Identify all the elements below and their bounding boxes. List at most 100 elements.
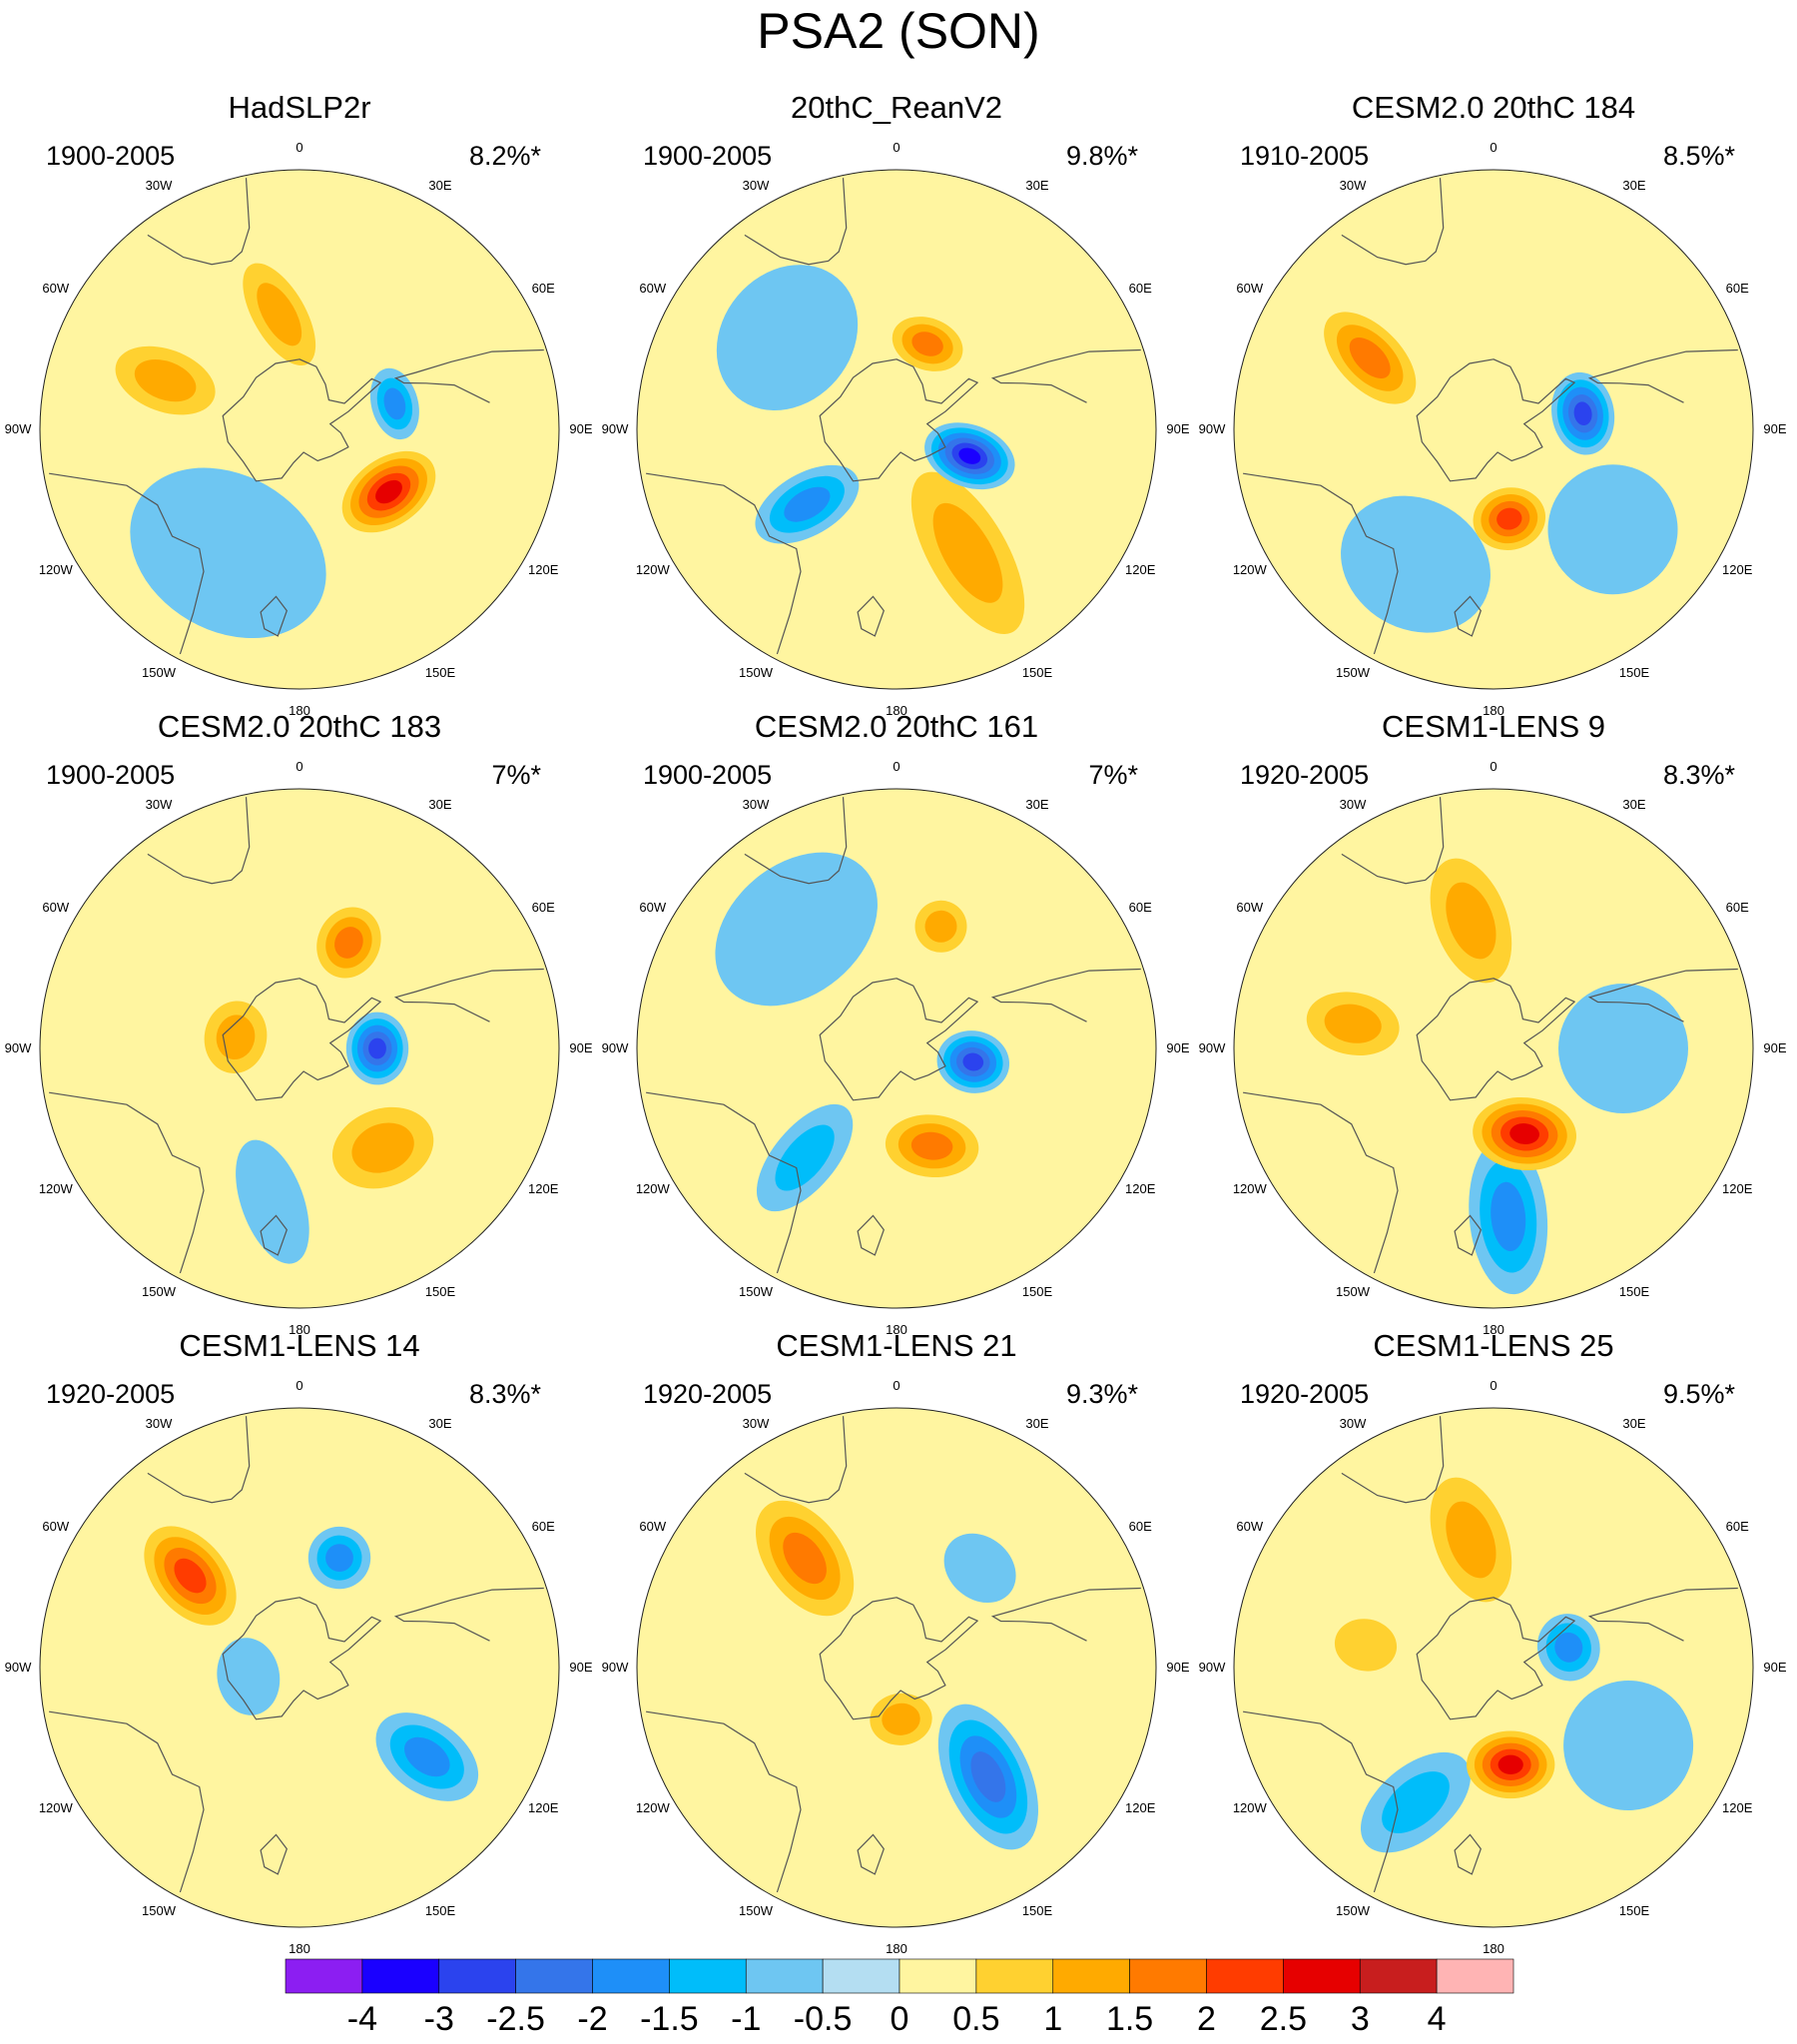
longitude-label: 150W (739, 1903, 773, 1919)
polar-map (636, 1407, 1157, 1928)
colorbar-label: -1 (731, 2000, 762, 2038)
map-boundary (39, 788, 560, 1309)
australia-coastline (646, 472, 802, 655)
field-background (637, 789, 1156, 1308)
south-america-coastline (990, 348, 1141, 403)
colorbar-swatch (285, 1958, 363, 1994)
colorbar-label: -4 (346, 2000, 377, 2038)
antarctica-coastline (1416, 978, 1576, 1101)
map-boundary (39, 169, 560, 690)
panel-variance-pct: 9.3%* (1065, 1379, 1138, 1409)
map-boundary (1233, 788, 1754, 1309)
longitude-label: 60W (639, 1519, 667, 1534)
polar-map (39, 169, 560, 690)
longitude-label: 120W (635, 1800, 670, 1815)
longitude-label: 90E (1763, 1040, 1787, 1055)
africa-coastline (147, 1416, 251, 1504)
longitude-label: 0 (1490, 759, 1498, 774)
longitude-label: 60W (639, 281, 667, 296)
anomaly-contour (1554, 1632, 1583, 1663)
field-background (637, 170, 1156, 689)
new-zealand-coastline (260, 1833, 288, 1875)
antarctica-coastline (1416, 358, 1576, 482)
longitude-label: 120W (1232, 1800, 1267, 1815)
longitude-label: 90W (1198, 1040, 1226, 1055)
longitude-label: 180 (289, 1941, 310, 1956)
field-background (637, 1408, 1156, 1927)
panel-title: CESM2.0 20thC 183 (157, 709, 442, 744)
new-zealand-coastline (857, 595, 885, 637)
longitude-label: 120W (38, 562, 73, 577)
longitude-label: 30W (742, 796, 770, 812)
panel-variance-pct: 8.5%* (1662, 141, 1735, 171)
africa-coastline (1341, 178, 1445, 266)
colorbar-label: 0.5 (952, 2000, 1000, 2038)
south-america-coastline (1587, 348, 1738, 403)
longitude-label: 180 (886, 1941, 907, 1956)
africa-coastline (1341, 1416, 1445, 1504)
antarctica-coastline (222, 1597, 382, 1720)
longitude-label: 150E (424, 665, 456, 681)
longitude-label: 90E (1763, 1660, 1787, 1675)
colorbar-swatch (669, 1958, 747, 1994)
field-background (1234, 170, 1753, 689)
anomaly-contour (716, 265, 859, 411)
longitude-label: 90W (601, 421, 629, 436)
map-boundary (1233, 1407, 1754, 1928)
longitude-label: 90W (601, 1660, 629, 1675)
longitude-label: 90E (1166, 421, 1190, 436)
polar-map (39, 1407, 560, 1928)
longitude-label: 90W (1198, 421, 1226, 436)
anomaly-contour (775, 1124, 835, 1191)
longitude-label: 150W (739, 665, 773, 681)
longitude-label: 60E (1128, 281, 1152, 296)
longitude-label: 0 (1490, 140, 1498, 155)
anomaly-field (637, 789, 1156, 1308)
panel-variance-pct: 7%* (491, 760, 541, 790)
new-zealand-coastline (857, 1214, 885, 1256)
longitude-label: 30W (1339, 796, 1367, 812)
panel-period: 1920-2005 (46, 1379, 176, 1409)
panel-variance-pct: 9.5%* (1662, 1379, 1735, 1409)
longitude-label: 120W (38, 1181, 73, 1196)
anomaly-contour (1563, 1681, 1694, 1810)
map-panel: 20thC_ReanV2 1900-2005 9.8%* 0 30E 60E 90E 120E… (597, 90, 1196, 718)
anomaly-contour (351, 1122, 414, 1173)
panel-title: CESM2.0 20thC 161 (754, 709, 1039, 744)
longitude-label: 30W (1339, 177, 1367, 193)
longitude-label: 60W (42, 900, 70, 915)
anomaly-contour (943, 1533, 1016, 1604)
longitude-label: 60W (1236, 900, 1264, 915)
panel-title: HadSLP2r (228, 90, 371, 125)
anomaly-contour (1509, 1123, 1539, 1144)
new-zealand-coastline (260, 595, 288, 637)
longitude-label: 90E (1763, 421, 1787, 436)
longitude-label: 150E (1618, 1284, 1650, 1300)
south-america-coastline (990, 1587, 1141, 1642)
field-background (40, 1408, 559, 1927)
colorbar-label: 2 (1197, 2000, 1216, 2038)
longitude-label: 0 (296, 759, 303, 774)
longitude-label: 60W (1236, 1519, 1264, 1534)
panel-title: CESM1-LENS 25 (1373, 1328, 1614, 1363)
longitude-label: 150W (739, 1284, 773, 1300)
panel-period: 1900-2005 (643, 141, 773, 171)
longitude-label: 0 (893, 140, 900, 155)
anomaly-contour (958, 447, 981, 464)
longitude-label: 180 (1483, 1941, 1504, 1956)
anomaly-field (637, 1408, 1156, 1927)
antarctica-coastline (1416, 1597, 1576, 1720)
longitude-label: 30E (1622, 177, 1646, 193)
anomaly-field (40, 789, 559, 1308)
colorbar-label: -3 (423, 2000, 454, 2038)
longitude-label: 60E (1725, 1519, 1749, 1534)
anomaly-contour (236, 1139, 309, 1264)
longitude-label: 180 (289, 1322, 310, 1337)
longitude-label: 90W (4, 1660, 32, 1675)
map-boundary (636, 1407, 1157, 1928)
longitude-label: 150W (142, 1284, 176, 1300)
longitude-label: 0 (893, 1378, 900, 1393)
longitude-label: 30E (1622, 1415, 1646, 1431)
panel-variance-pct: 8.2%* (468, 141, 541, 171)
longitude-label: 60E (531, 1519, 555, 1534)
